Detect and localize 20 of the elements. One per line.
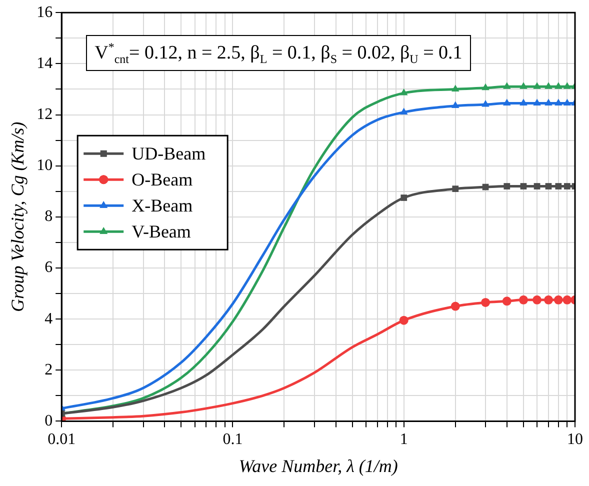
x-tick-label: 1 <box>400 431 408 448</box>
y-tick-label: 0 <box>44 412 53 430</box>
y-tick-label: 2 <box>44 361 53 378</box>
y-tick-label: 12 <box>36 106 53 123</box>
x-tick-label: 10 <box>567 431 583 448</box>
y-tick-label: 16 <box>36 4 53 21</box>
text: V$^{*}$$_{cnt}$= 0.12, n = 2.5, β$_{L}$ = 0.1, β$_{S}$ = 0.02, β$_{U}$ = 0.1 <box>94 40 462 66</box>
legend-label: X-Beam <box>132 195 193 216</box>
y-axis-title: Group Velocity, Cg (Km/s) <box>8 122 28 312</box>
x-tick-label: 0.1 <box>222 431 243 448</box>
x-axis-title: Wave Number, λ (1/m) <box>238 456 398 476</box>
y-tick-label: 8 <box>44 208 53 226</box>
y-tick-label: 14 <box>36 54 53 72</box>
y-tick-label: 6 <box>44 259 53 276</box>
legend-label: UD-Beam <box>132 143 206 164</box>
x-tick-label: 0.01 <box>48 431 76 448</box>
y-tick-label: 4 <box>44 310 53 328</box>
legend-label: V-Beam <box>132 221 191 242</box>
legend-label: O-Beam <box>132 169 193 190</box>
y-tick-label: 10 <box>36 157 53 174</box>
